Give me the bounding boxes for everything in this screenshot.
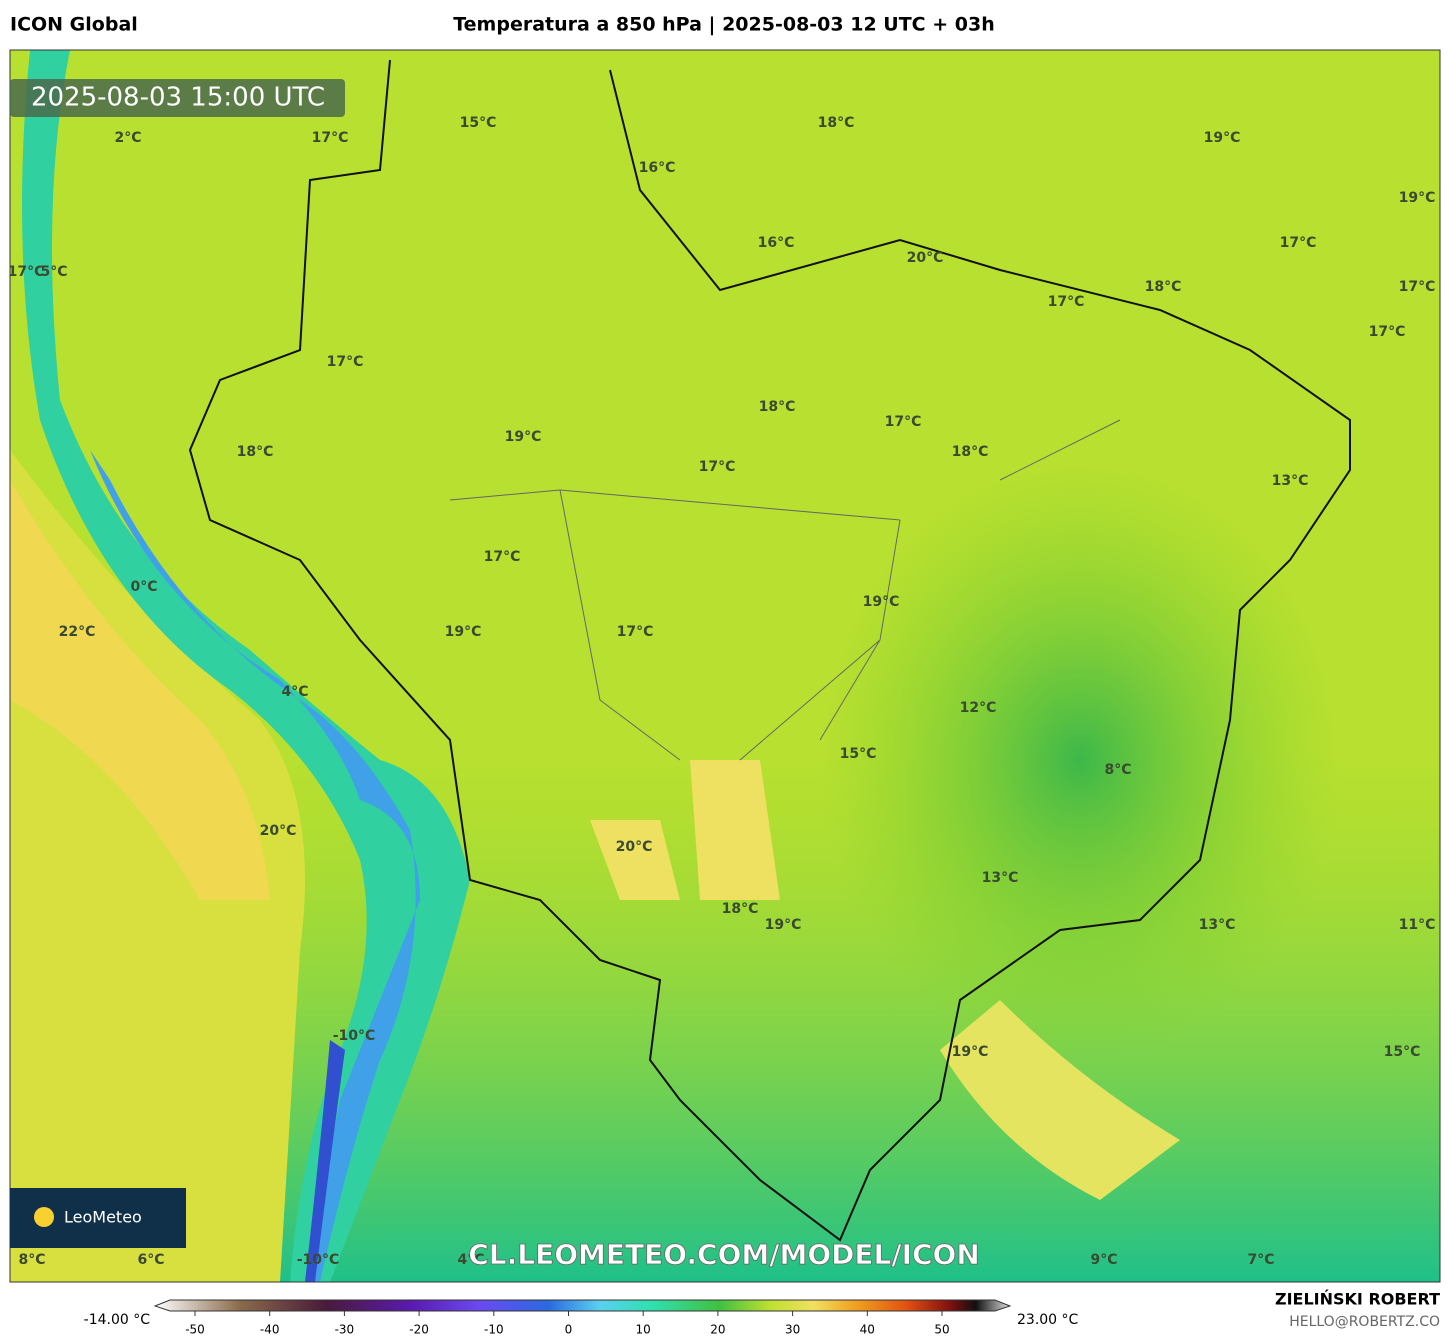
temperature-label: 11°C [1399, 917, 1436, 933]
map-title: Temperatura a 850 hPa | 2025-08-03 12 UT… [453, 14, 995, 36]
colorbar-tick-label: 20 [710, 1323, 725, 1337]
temperature-label: 20°C [907, 250, 944, 266]
temperature-label: 19°C [952, 1044, 989, 1060]
temperature-label: 16°C [639, 160, 676, 176]
colorbar-ticks: -50 -40 -30 -20 -10 0 10 20 30 40 50 [185, 1311, 950, 1337]
colorbar-tick-label: 0 [565, 1323, 573, 1337]
temperature-label: 17°C [617, 624, 654, 640]
colorbar-min: -14.00 °C [84, 1312, 151, 1328]
temperature-label: 17°C [327, 354, 364, 370]
center-warm [590, 760, 780, 900]
temperature-label: 19°C [1399, 190, 1436, 206]
temperature-label: 7°C [1247, 1252, 1274, 1268]
temperature-labels: 2°C 17°C 15°C 18°C 19°C 16°C 19°C 16°C 20°C 17°C 1… [8, 115, 1436, 1268]
temperature-label: 18°C [759, 399, 796, 415]
temperature-label: 18°C [818, 115, 855, 131]
temperature-label: 17°C [312, 130, 349, 146]
temperature-label: 17°C [699, 459, 736, 475]
temperature-label: 19°C [445, 624, 482, 640]
map: 2°C 17°C 15°C 18°C 19°C 16°C 19°C 16°C 20°C 17°C 1… [8, 50, 1440, 1282]
logo-text: LeoMeteo [64, 1208, 142, 1227]
temperature-label: 4°C [457, 1252, 484, 1268]
east-cool [820, 460, 1340, 1060]
andes-cold [22, 50, 470, 1282]
colorbar [153, 1299, 1012, 1312]
country-border [188, 59, 1351, 1242]
temperature-label: 0°C [130, 579, 157, 595]
temperature-label: 16°C [758, 235, 795, 251]
temperature-label: 19°C [505, 429, 542, 445]
colorbar-tick-label: -50 [185, 1323, 205, 1337]
temperature-label: 13°C [1199, 917, 1236, 933]
temperature-label: 20°C [260, 823, 297, 839]
colorbar-tick-label: 10 [636, 1323, 651, 1337]
colorbar-tick-label: 30 [785, 1323, 800, 1337]
temperature-label: 13°C [982, 870, 1019, 886]
temperature-label: 9°C [1090, 1252, 1117, 1268]
watermark: CL.LEOMETEO.COM/MODEL/ICON [468, 1238, 980, 1271]
temperature-label: 17°C [1369, 324, 1406, 340]
credit-name: ZIELIŃSKI ROBERT [1275, 1290, 1440, 1309]
temperature-label: 18°C [722, 901, 759, 917]
temperature-label: 15°C [460, 115, 497, 131]
colorbar-tick-label: -30 [335, 1323, 355, 1337]
temperature-label: 18°C [952, 444, 989, 460]
colorbar-tick-label: 50 [934, 1323, 949, 1337]
temperature-label: 8°C [1104, 762, 1131, 778]
temperature-label: 17°C [1048, 294, 1085, 310]
temperature-label: 13°C [1272, 473, 1309, 489]
temperature-label: 12°C [960, 700, 997, 716]
temperature-label: 2°C [114, 130, 141, 146]
temperature-label: 17°C [8, 264, 45, 280]
colorbar-max: 23.00 °C [1017, 1312, 1079, 1328]
temperature-label: 22°C [59, 624, 96, 640]
pacific-warmest [10, 480, 270, 900]
temperature-label: 17°C [885, 414, 922, 430]
temperature-label: 17°C [1280, 235, 1317, 251]
credit-email: HELLO@ROBERTZ.CO [1289, 1314, 1440, 1330]
timestamp-box [10, 79, 345, 117]
temperature-label: 19°C [765, 917, 802, 933]
temperature-label: 15°C [1384, 1044, 1421, 1060]
temperature-label: 4°C [281, 684, 308, 700]
model-name: ICON Global [10, 14, 138, 36]
temperature-label: 19°C [863, 594, 900, 610]
temperature-label: 17°C [1399, 279, 1436, 295]
coast-warm [940, 1000, 1180, 1200]
andes-coldest [305, 1040, 345, 1282]
temperature-label: 6°C [137, 1252, 164, 1268]
temperature-label: 18°C [1145, 279, 1182, 295]
temperature-label: 5°C [40, 264, 67, 280]
logo-sun [34, 1207, 54, 1227]
colorbar-tick-label: -10 [484, 1323, 504, 1337]
timestamp: 2025-08-03 15:00 UTC [31, 83, 325, 113]
temperature-label: 15°C [840, 746, 877, 762]
temperature-label: -10°C [333, 1028, 376, 1044]
temperature-label: -10°C [297, 1252, 340, 1268]
map-frame [9, 49, 1441, 1283]
temperature-label: 17°C [484, 549, 521, 565]
colorbar-tick-label: 40 [860, 1323, 875, 1337]
temperature-label: 18°C [237, 444, 274, 460]
temperature-label: 20°C [616, 839, 653, 855]
colorbar-tick-label: -20 [409, 1323, 429, 1337]
state-borders [449, 419, 1121, 761]
temperature-label: 8°C [18, 1252, 45, 1268]
colorbar-tick-label: -40 [260, 1323, 280, 1337]
temperature-label: 19°C [1204, 130, 1241, 146]
